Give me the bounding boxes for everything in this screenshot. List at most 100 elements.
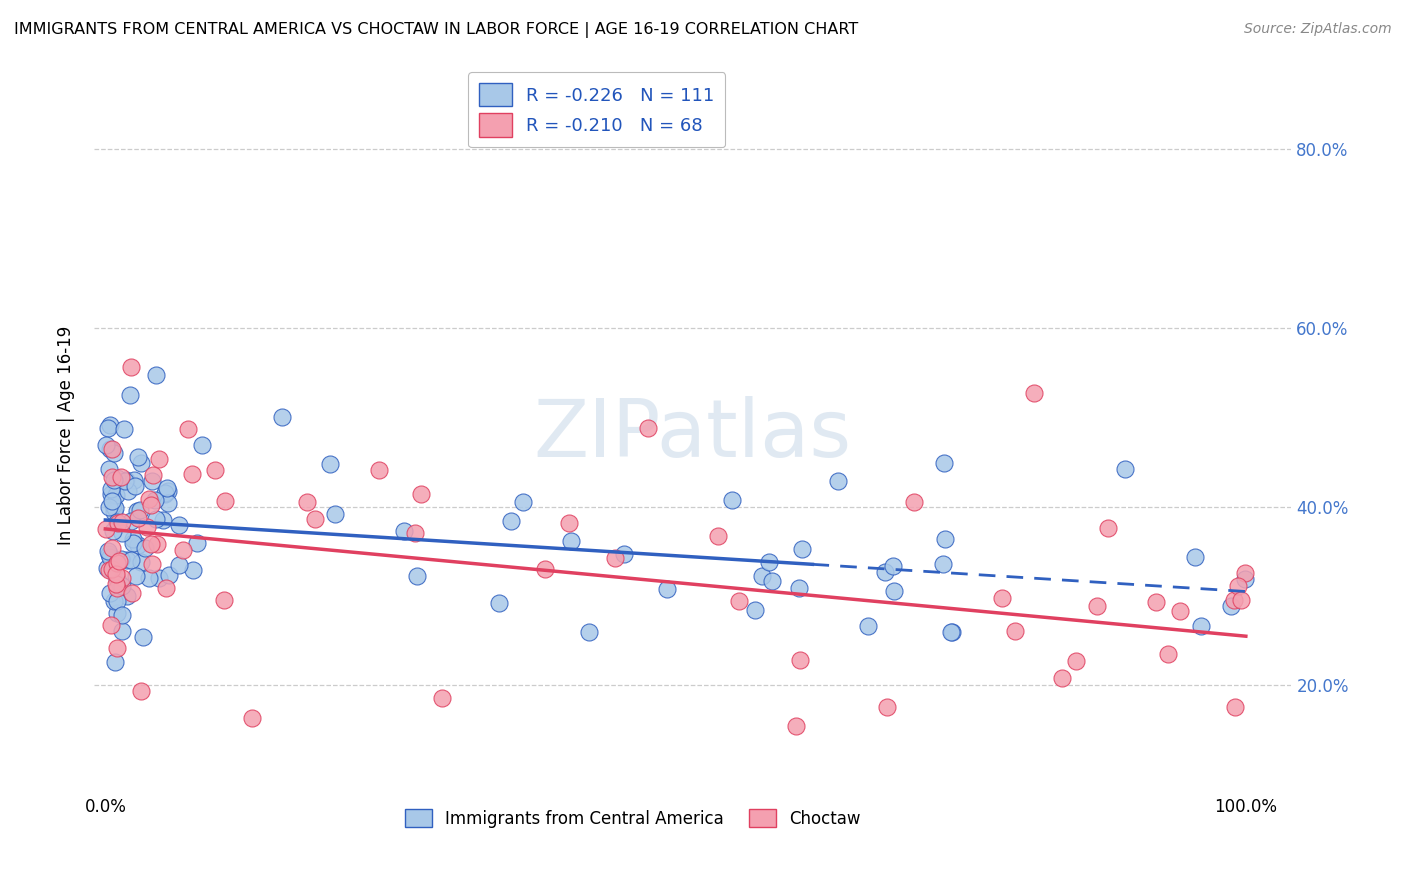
Point [155,486,177,500]
Point [110,470,132,484]
Point [105,572,128,586]
Point [112,421,135,435]
Point [122,532,145,546]
Point [655,582,678,596]
Point [1189,619,1212,633]
Point [204,463,226,477]
Point [98,547,121,561]
Point [318,457,340,471]
Point [120,553,142,567]
Point [100,618,122,632]
Point [111,571,134,585]
Point [883,584,905,599]
Point [707,529,730,543]
Point [295,495,318,509]
Point [533,561,555,575]
Point [108,554,131,568]
Point [105,567,128,582]
Point [787,582,810,596]
Point [873,566,896,580]
Point [105,607,128,621]
Point [138,492,160,507]
Point [114,474,136,488]
Point [156,481,179,495]
Point [105,516,128,530]
Point [146,537,169,551]
Point [1220,599,1243,613]
Point [172,542,194,557]
Point [405,569,427,583]
Point [142,467,165,482]
Point [110,552,132,566]
Point [101,541,124,556]
Point [97,544,120,558]
Point [104,576,127,591]
Point [110,515,132,529]
Point [404,526,426,541]
Point [827,475,849,489]
Point [96,522,118,536]
Point [1222,593,1244,607]
Point [157,568,180,582]
Point [118,388,141,402]
Point [100,442,122,457]
Point [1233,572,1256,586]
Point [120,514,142,528]
Point [637,421,659,435]
Point [1227,579,1250,593]
Point [114,473,136,487]
Point [129,684,152,698]
Point [1230,593,1253,607]
Point [124,479,146,493]
Point [105,581,128,595]
Point [1087,599,1109,613]
Point [105,515,128,529]
Point [145,512,167,526]
Point [139,499,162,513]
Point [167,518,190,533]
Point [104,501,127,516]
Point [108,577,131,591]
Point [135,520,157,534]
Point [367,463,389,477]
Point [603,551,626,566]
Point [613,547,636,561]
Point [409,487,432,501]
Point [121,585,143,599]
Point [122,473,145,487]
Point [115,553,138,567]
Point [103,594,125,608]
Point [214,494,236,508]
Point [1168,604,1191,618]
Point [148,451,170,466]
Text: IMMIGRANTS FROM CENTRAL AMERICA VS CHOCTAW IN LABOR FORCE | AGE 16-19 CORRELATIO: IMMIGRANTS FROM CENTRAL AMERICA VS CHOCT… [14,22,858,38]
Point [148,571,170,585]
Point [101,562,124,576]
Point [129,456,152,470]
Point [103,505,125,519]
Point [107,516,129,531]
Point [128,503,150,517]
Point [1184,550,1206,565]
Point [270,409,292,424]
Point [1024,385,1046,400]
Point [153,486,176,500]
Point [499,514,522,528]
Point [138,571,160,585]
Point [104,487,127,501]
Point [98,500,121,515]
Point [120,360,142,375]
Point [143,492,166,507]
Point [856,619,879,633]
Point [190,437,212,451]
Point [941,625,963,640]
Point [934,532,956,546]
Point [152,513,174,527]
Point [430,690,453,705]
Point [242,710,264,724]
Y-axis label: In Labor Force | Age 16-19: In Labor Force | Age 16-19 [58,326,75,545]
Point [751,568,773,582]
Point [129,555,152,569]
Point [392,524,415,538]
Point [98,549,121,564]
